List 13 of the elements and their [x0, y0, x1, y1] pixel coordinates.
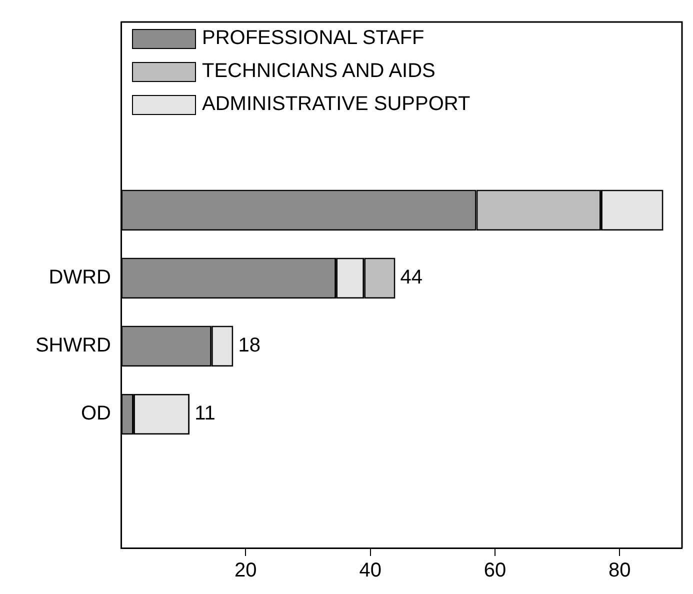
x-tick-label: 80 — [608, 560, 631, 582]
x-tick-label: 20 — [234, 560, 257, 582]
legend-label: ADMINISTRATIVE SUPPORT — [202, 93, 470, 116]
total-label: 11 — [194, 402, 216, 425]
x-tick-label: 40 — [359, 560, 382, 582]
x-tick-label: 60 — [484, 560, 506, 582]
legend-label: PROFESSIONAL STAFF — [202, 27, 424, 50]
y-tick-label: SHWRD — [35, 334, 111, 357]
total-label: 18 — [238, 334, 260, 357]
y-tick-label: OD — [81, 402, 111, 425]
total-label: 44 — [400, 266, 423, 289]
y-tick-label: DWRD — [48, 266, 111, 289]
legend-label: TECHNICIANS AND AIDS — [202, 60, 436, 83]
